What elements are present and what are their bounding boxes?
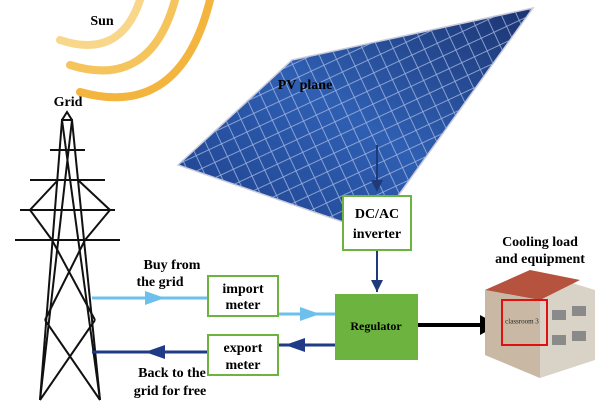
export-meter-label: export <box>224 341 263 356</box>
buy-label: the grid <box>136 275 183 290</box>
buy-label: Buy from <box>144 258 201 273</box>
import-meter-label: import <box>222 282 264 297</box>
classroom-label: classroom 3 <box>505 318 539 326</box>
sun-rays <box>56 0 214 102</box>
building <box>485 270 595 378</box>
sun-label: Sun <box>90 14 114 29</box>
pv-panel <box>176 6 535 233</box>
connectors <box>92 145 498 359</box>
pv-label: PV plane <box>278 78 333 93</box>
inverter-label: inverter <box>353 227 401 242</box>
inverter-label: DC/AC <box>355 207 399 222</box>
grid-tower <box>15 110 120 401</box>
regulator-label: Regulator <box>350 319 402 333</box>
export-meter-label: meter <box>226 358 261 373</box>
back-label: Back to the <box>138 366 206 381</box>
regulator-box <box>335 294 418 360</box>
import-meter-box <box>207 275 279 317</box>
cooling-label: and equipment <box>495 252 585 267</box>
export-meter-box <box>207 334 279 376</box>
inverter-box <box>342 195 412 251</box>
back-label: grid for free <box>134 384 207 399</box>
cooling-label: Cooling load <box>502 235 578 250</box>
grid-label: Grid <box>54 95 83 110</box>
import-meter-label: meter <box>226 298 261 313</box>
